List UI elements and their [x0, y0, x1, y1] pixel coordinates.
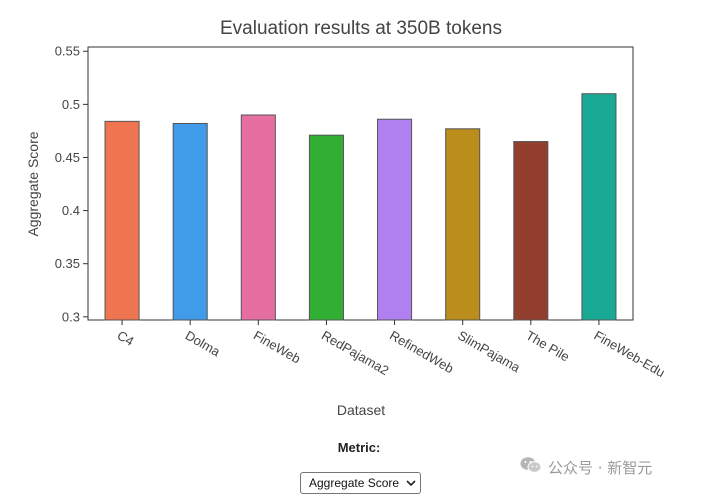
bar-slimpajama	[445, 128, 481, 321]
x-tick-label: C4	[115, 328, 137, 349]
y-tick-label: 0.5	[62, 97, 80, 112]
x-tick-label: RefinedWeb	[387, 328, 456, 377]
chevron-down-icon	[402, 479, 420, 487]
x-tick-label: RedPajama2	[319, 328, 392, 379]
metric-label: Metric:	[337, 440, 381, 455]
metric-select-value: Aggregate Score	[309, 476, 400, 490]
x-tick-label: Dolma	[183, 328, 224, 360]
x-tick-label: FineWeb-Edu	[591, 328, 667, 381]
bar-refinedweb	[377, 118, 413, 321]
x-tick-label: FineWeb	[251, 328, 303, 367]
wechat-icon	[520, 456, 542, 478]
y-tick-label: 0.55	[55, 44, 80, 59]
y-tick-label: 0.45	[55, 150, 80, 165]
x-tick-label: SlimPajama	[455, 328, 523, 376]
y-tick-label: 0.4	[62, 203, 80, 218]
chart-title: Evaluation results at 350B tokens	[220, 18, 502, 39]
plot-area: 0.3 0.35 0.4 0.45 0.5 0.55 C4 Dolma FineWeb RedPa…	[55, 44, 668, 380]
y-tick-label: 0.3	[62, 309, 80, 324]
bar-c4	[104, 120, 140, 321]
watermark-text: 公众号 · 新智元	[548, 458, 653, 477]
bar-fineweb-edu	[581, 93, 617, 321]
bar-fineweb	[240, 114, 276, 321]
watermark: 公众号 · 新智元	[520, 456, 652, 478]
x-axis-title: Dataset	[337, 402, 385, 418]
bar-redpajama2	[308, 134, 344, 321]
chart: Evaluation results at 350B tokens 0.30.3…	[25, 18, 668, 418]
bar-the-pile	[513, 141, 549, 321]
bar-dolma	[172, 122, 208, 321]
metric-select[interactable]: Aggregate Score	[300, 472, 421, 494]
x-tick-label: The Pile	[523, 328, 572, 365]
plot-frame	[87, 46, 634, 321]
y-tick-label: 0.35	[55, 256, 80, 271]
y-axis-title: Aggregate Score	[25, 131, 41, 236]
